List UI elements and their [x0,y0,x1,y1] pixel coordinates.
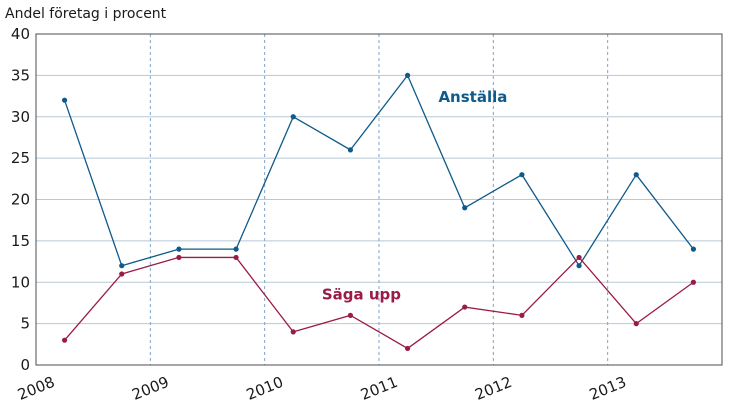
data-point [347,147,354,153]
data-point [290,329,296,335]
data-point [690,246,697,252]
series-line-1 [63,74,694,267]
y-tick-label: 0 [20,356,30,374]
x-tick-label: 2009 [129,373,171,404]
data-point [61,97,68,103]
data-point [404,72,411,78]
data-point [61,337,68,343]
y-tick-label: 20 [11,191,30,209]
data-point [119,271,125,277]
data-point [462,304,468,310]
x-tick-label: 2012 [472,373,514,404]
x-tick-label: 2013 [587,373,629,404]
data-point [347,312,354,318]
data-point [576,263,582,269]
data-point [462,205,468,211]
data-point [119,263,125,269]
y-tick-label: 5 [20,315,30,333]
data-point [519,312,525,318]
data-point [233,254,239,261]
y-axis-label: Andel företag i procent [5,6,167,22]
x-tick-label: 2011 [358,373,400,404]
data-point [176,246,182,252]
data-point [233,246,239,252]
y-tick-label: 15 [11,232,30,250]
series-label-2: Säga upp [322,286,401,304]
data-point [519,172,525,178]
x-tick-label: 2008 [15,373,57,404]
data-point [633,321,639,327]
y-tick-label: 30 [11,108,30,126]
data-point [690,279,697,285]
series-label-1: Anställa [438,88,507,106]
y-tick-label: 40 [11,25,30,43]
series-line-2 [64,256,694,350]
data-point [633,172,639,178]
y-tick-label: 25 [11,149,30,167]
y-tick-label: 10 [11,273,30,291]
plot-frame [35,33,723,366]
data-point [404,345,411,352]
y-tick-label: 35 [11,66,30,84]
data-point [290,114,296,120]
data-point [176,254,182,261]
x-tick-label: 2010 [244,373,286,404]
data-point [576,254,582,261]
